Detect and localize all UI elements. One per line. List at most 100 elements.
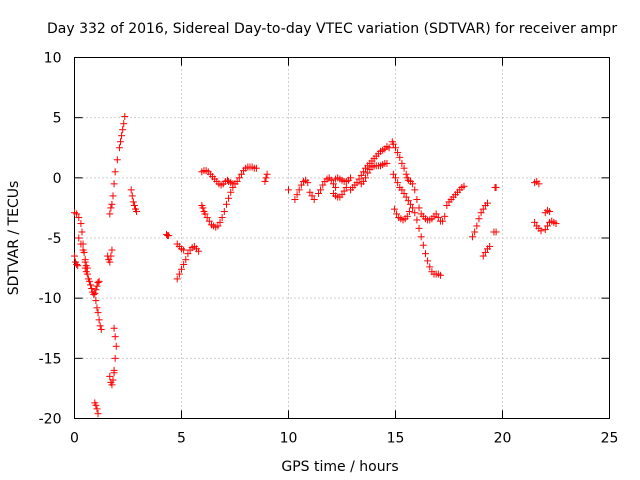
data-point bbox=[165, 232, 173, 240]
data-point bbox=[94, 279, 102, 287]
data-point bbox=[413, 195, 421, 203]
data-point bbox=[95, 316, 103, 324]
data-point bbox=[107, 252, 115, 260]
data-point bbox=[90, 291, 98, 299]
data-point bbox=[96, 322, 104, 330]
data-point bbox=[178, 265, 185, 273]
data-point bbox=[389, 170, 397, 178]
data-point bbox=[477, 209, 485, 217]
data-point bbox=[308, 192, 316, 200]
x-tick-label: 10 bbox=[280, 431, 298, 447]
data-point bbox=[111, 168, 119, 176]
data-point bbox=[342, 183, 350, 191]
data-point bbox=[392, 144, 399, 152]
data-point bbox=[400, 164, 408, 172]
data-point bbox=[353, 179, 361, 187]
data-point bbox=[220, 208, 228, 216]
data-point bbox=[535, 180, 543, 188]
data-point bbox=[222, 200, 230, 208]
data-point bbox=[91, 289, 99, 297]
data-point bbox=[531, 218, 539, 226]
data-point bbox=[390, 205, 398, 213]
data-point bbox=[112, 342, 120, 350]
data-point bbox=[546, 208, 554, 216]
data-point bbox=[434, 214, 442, 222]
data-point bbox=[394, 149, 402, 157]
data-point bbox=[473, 222, 481, 230]
data-point bbox=[481, 248, 489, 256]
data-point bbox=[291, 195, 299, 203]
data-point bbox=[214, 222, 222, 230]
data-point bbox=[81, 256, 89, 264]
data-point bbox=[120, 120, 128, 128]
data-point bbox=[338, 191, 346, 199]
data-point bbox=[233, 177, 241, 185]
data-point bbox=[201, 210, 209, 218]
data-point bbox=[479, 205, 487, 213]
data-point bbox=[111, 333, 119, 341]
data-point bbox=[436, 271, 444, 279]
grid-lines bbox=[74, 57, 610, 419]
data-point bbox=[106, 372, 114, 380]
data-point bbox=[184, 250, 192, 258]
data-point bbox=[359, 177, 367, 185]
data-point bbox=[127, 186, 135, 194]
data-point bbox=[417, 233, 425, 241]
data-point bbox=[409, 180, 417, 188]
data-point bbox=[541, 226, 549, 234]
data-point bbox=[486, 242, 494, 250]
data-point bbox=[77, 240, 85, 248]
y-tick-label: 0 bbox=[53, 171, 62, 187]
x-tick-label: 0 bbox=[70, 431, 79, 447]
data-point bbox=[92, 286, 100, 294]
data-point bbox=[92, 297, 100, 305]
data-point bbox=[88, 285, 96, 293]
data-point bbox=[180, 246, 188, 254]
data-point bbox=[75, 214, 83, 222]
data-point bbox=[340, 187, 348, 195]
data-point bbox=[293, 191, 301, 199]
data-point bbox=[415, 204, 423, 212]
data-point bbox=[97, 325, 105, 333]
data-point bbox=[261, 177, 269, 185]
data-point bbox=[108, 381, 116, 389]
data-point bbox=[304, 179, 312, 187]
data-point bbox=[109, 192, 117, 200]
x-tick-label: 20 bbox=[494, 431, 512, 447]
data-point bbox=[475, 215, 483, 223]
data-point bbox=[432, 210, 440, 218]
data-point bbox=[94, 410, 102, 418]
data-point bbox=[471, 228, 479, 236]
data-point bbox=[85, 277, 93, 285]
data-point bbox=[130, 202, 138, 210]
chart-title: Day 332 of 2016, Sidereal Day-to-day VTE… bbox=[47, 21, 617, 37]
data-point bbox=[314, 189, 322, 197]
y-tick-label: -5 bbox=[48, 231, 62, 247]
data-point bbox=[73, 210, 81, 218]
data-point bbox=[262, 174, 270, 182]
data-point bbox=[484, 199, 492, 207]
data-point bbox=[94, 309, 102, 317]
data-point bbox=[409, 204, 417, 212]
data-point bbox=[107, 204, 115, 212]
y-tick-label: -15 bbox=[39, 351, 62, 367]
data-point bbox=[492, 228, 500, 236]
x-tick-label: 15 bbox=[387, 431, 405, 447]
data-point bbox=[128, 192, 136, 200]
data-point bbox=[92, 401, 100, 409]
data-point bbox=[106, 258, 114, 266]
y-tick-label: 5 bbox=[53, 111, 62, 127]
y-axis-label: SDTVAR / TECUs bbox=[6, 181, 22, 296]
data-point bbox=[357, 171, 365, 179]
data-point bbox=[173, 275, 181, 283]
data-point bbox=[406, 200, 414, 208]
data-point bbox=[411, 186, 419, 194]
data-point bbox=[469, 233, 477, 241]
data-point bbox=[199, 204, 207, 212]
data-point bbox=[439, 217, 447, 225]
data-point bbox=[93, 282, 101, 290]
data-point bbox=[93, 304, 101, 312]
data-point bbox=[115, 144, 123, 152]
data-point bbox=[306, 188, 314, 196]
data-point bbox=[285, 186, 292, 194]
